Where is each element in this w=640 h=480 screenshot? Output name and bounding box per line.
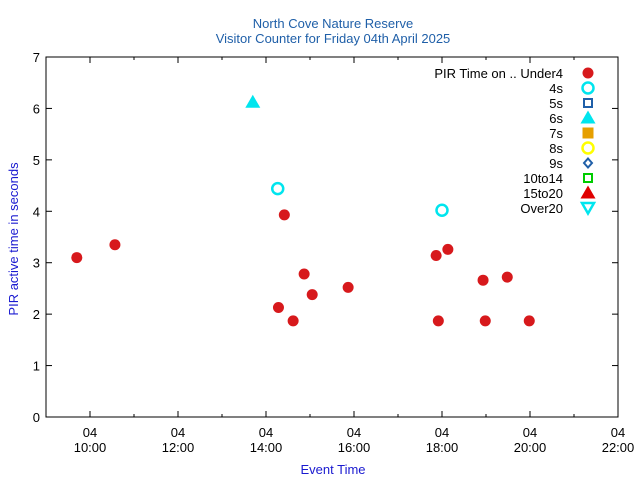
y-tick-label: 6 xyxy=(33,101,40,116)
y-tick-label: 7 xyxy=(33,50,40,65)
data-point xyxy=(109,239,121,251)
legend-marker xyxy=(582,156,594,170)
legend-entry-label: 6s xyxy=(549,111,563,126)
data-point xyxy=(278,209,290,221)
x-tick-label-day: 04 xyxy=(611,425,625,440)
data-point xyxy=(272,301,284,313)
y-axis-label: PIR active time in seconds xyxy=(6,162,21,316)
data-point xyxy=(306,289,318,301)
x-tick-label-day: 04 xyxy=(259,425,273,440)
y-tick-label: 3 xyxy=(33,256,40,271)
legend-marker xyxy=(579,201,597,217)
y-tick-label: 1 xyxy=(33,359,40,374)
legend: PIR Time on .. Under44s5s6s7s8s9s10to141… xyxy=(434,66,597,217)
chart-subtitle: Visitor Counter for Friday 04th April 20… xyxy=(216,31,451,46)
data-point xyxy=(477,274,489,286)
legend-series-name: Under4 xyxy=(520,66,563,81)
legend-entry-label: 4s xyxy=(549,81,563,96)
legend-entry-label: 5s xyxy=(549,96,563,111)
x-tick-label-time: 10:00 xyxy=(74,440,107,455)
x-tick-label-day: 04 xyxy=(347,425,361,440)
x-tick-label-time: 22:00 xyxy=(602,440,635,455)
legend-entry-label: 15to20 xyxy=(523,186,563,201)
data-point xyxy=(270,181,285,196)
y-axis-ticks: 0 1 2 3 4 5 6 7 xyxy=(33,50,618,425)
data-points xyxy=(71,94,535,327)
legend-entry-label: 10to14 xyxy=(523,171,563,186)
legend-marker xyxy=(583,173,593,183)
y-tick-label: 4 xyxy=(33,204,40,219)
data-point xyxy=(432,315,444,327)
data-point xyxy=(71,252,83,264)
legend-marker xyxy=(580,185,596,199)
x-tick-label-time: 18:00 xyxy=(426,440,459,455)
legend-marker xyxy=(580,110,596,124)
y-tick-label: 2 xyxy=(33,307,40,322)
legend-entry-label: 7s xyxy=(549,126,563,141)
data-point xyxy=(342,281,354,293)
data-point xyxy=(245,94,261,108)
data-point xyxy=(501,271,513,283)
x-tick-label-time: 14:00 xyxy=(250,440,283,455)
chart-title: North Cove Nature Reserve xyxy=(253,16,413,31)
x-tick-label-day: 04 xyxy=(171,425,185,440)
data-point xyxy=(298,268,310,280)
data-point xyxy=(523,315,535,327)
legend-marker xyxy=(581,81,595,95)
legend-marker xyxy=(583,98,593,108)
legend-marker xyxy=(581,141,595,155)
legend-entry-label: PIR Time on .. Under4 xyxy=(434,66,563,81)
x-tick-label-time: 12:00 xyxy=(162,440,195,455)
legend-title: PIR Time on .. xyxy=(434,66,516,81)
x-axis-label: Event Time xyxy=(300,462,365,477)
data-point xyxy=(287,315,299,327)
legend-marker xyxy=(582,127,594,139)
x-tick-label-day: 04 xyxy=(83,425,97,440)
legend-entry-label: 8s xyxy=(549,141,563,156)
y-tick-label: 0 xyxy=(33,410,40,425)
x-tick-label-day: 04 xyxy=(435,425,449,440)
x-tick-label-day: 04 xyxy=(523,425,537,440)
legend-marker xyxy=(582,67,594,79)
x-tick-label-time: 16:00 xyxy=(338,440,371,455)
x-axis-ticks: 0410:000412:000414:000416:000418:000420:… xyxy=(45,57,635,455)
data-point xyxy=(435,203,449,218)
legend-entry-label: Over20 xyxy=(520,201,563,216)
x-tick-label-time: 20:00 xyxy=(514,440,547,455)
data-point xyxy=(479,315,491,327)
data-point xyxy=(430,250,442,262)
data-point xyxy=(442,243,454,255)
y-tick-label: 5 xyxy=(33,153,40,168)
legend-entry-label: 9s xyxy=(549,156,563,171)
plot-area-frame xyxy=(45,56,619,418)
